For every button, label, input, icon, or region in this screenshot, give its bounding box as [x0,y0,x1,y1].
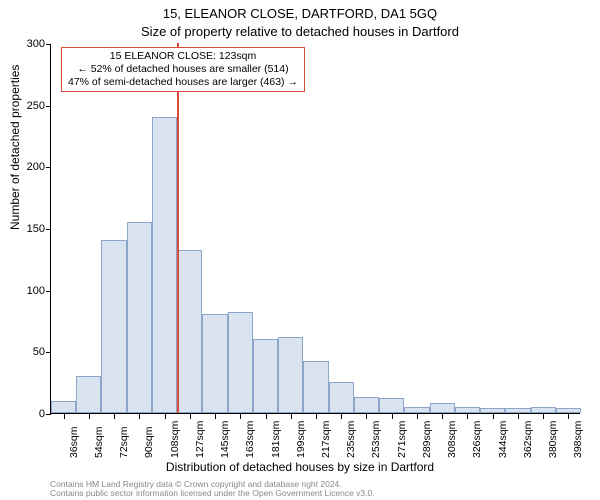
x-tick-label: 90sqm [143,426,155,458]
x-tick-mark [240,414,241,419]
histogram-bar [354,397,379,413]
y-tick-mark [46,167,51,168]
histogram-bar [329,382,354,413]
y-tick-mark [46,44,51,45]
histogram-bar [278,337,303,413]
annotation-line-2: ← 52% of detached houses are smaller (51… [68,63,298,76]
x-tick-label: 72sqm [118,426,130,458]
histogram-bar [228,312,253,413]
attribution: Contains HM Land Registry data © Crown c… [50,480,375,498]
x-tick-label: 308sqm [446,421,458,458]
x-tick-mark [190,414,191,419]
y-tick-label: 100 [11,285,45,297]
histogram-bar [253,339,278,413]
x-tick-label: 108sqm [169,421,181,458]
histogram-bar [101,240,126,413]
x-tick-mark [291,414,292,419]
highlight-marker [177,43,179,413]
x-tick-mark [392,414,393,419]
histogram-bar [404,407,429,413]
histogram-bar [556,408,581,413]
page-title: 15, ELEANOR CLOSE, DARTFORD, DA1 5GQ [0,6,600,21]
histogram-bar [152,117,177,413]
y-tick-mark [46,352,51,353]
x-tick-mark [341,414,342,419]
annotation-line-1: 15 ELEANOR CLOSE: 123sqm [68,50,298,63]
x-tick-label: 344sqm [497,421,509,458]
annotation-line-3: 47% of semi-detached houses are larger (… [68,76,298,89]
x-tick-label: 54sqm [93,426,105,458]
histogram-bar [480,408,505,413]
x-tick-label: 326sqm [471,421,483,458]
histogram-bar [379,398,404,413]
histogram-plot: 05010015020025030036sqm54sqm72sqm90sqm10… [50,44,580,414]
x-tick-label: 380sqm [547,421,559,458]
x-tick-label: 253sqm [370,421,382,458]
x-tick-label: 145sqm [219,421,231,458]
y-tick-label: 150 [11,223,45,235]
x-tick-mark [518,414,519,419]
x-tick-label: 127sqm [194,421,206,458]
x-tick-mark [215,414,216,419]
x-tick-label: 181sqm [270,421,282,458]
x-tick-label: 199sqm [295,421,307,458]
x-tick-mark [467,414,468,419]
page-root: 15, ELEANOR CLOSE, DARTFORD, DA1 5GQ Siz… [0,0,600,500]
x-tick-mark [266,414,267,419]
x-tick-label: 362sqm [522,421,534,458]
x-tick-label: 235sqm [345,421,357,458]
x-tick-label: 163sqm [244,421,256,458]
histogram-bar [531,407,556,413]
histogram-bar [202,314,227,413]
x-tick-mark [493,414,494,419]
x-tick-mark [543,414,544,419]
attribution-line-2: Contains public sector information licen… [50,489,375,498]
x-tick-mark [114,414,115,419]
y-axis-label: Number of detached properties [8,65,22,230]
histogram-bar [51,401,76,413]
x-tick-mark [64,414,65,419]
x-tick-mark [417,414,418,419]
x-tick-label: 217sqm [320,421,332,458]
x-tick-label: 271sqm [396,421,408,458]
x-tick-label: 289sqm [421,421,433,458]
y-tick-mark [46,291,51,292]
histogram-bar [505,408,530,413]
x-tick-mark [139,414,140,419]
y-tick-mark [46,414,51,415]
x-tick-mark [316,414,317,419]
histogram-bar [455,407,480,413]
x-tick-label: 36sqm [68,426,80,458]
histogram-bar [430,403,455,413]
y-tick-label: 200 [11,161,45,173]
x-tick-mark [89,414,90,419]
y-tick-label: 300 [11,38,45,50]
histogram-bar [76,376,101,413]
histogram-bar [177,250,202,413]
page-subtitle: Size of property relative to detached ho… [0,24,600,39]
x-tick-mark [442,414,443,419]
x-tick-mark [366,414,367,419]
annotation-box: 15 ELEANOR CLOSE: 123sqm ← 52% of detach… [61,47,305,92]
x-tick-mark [568,414,569,419]
y-tick-mark [46,106,51,107]
y-tick-label: 250 [11,100,45,112]
histogram-bar [303,361,328,413]
x-axis-label: Distribution of detached houses by size … [0,460,600,474]
y-tick-mark [46,229,51,230]
histogram-bar [127,222,152,413]
x-tick-label: 398sqm [572,421,584,458]
y-tick-label: 50 [11,346,45,358]
x-tick-mark [165,414,166,419]
y-tick-label: 0 [11,408,45,420]
